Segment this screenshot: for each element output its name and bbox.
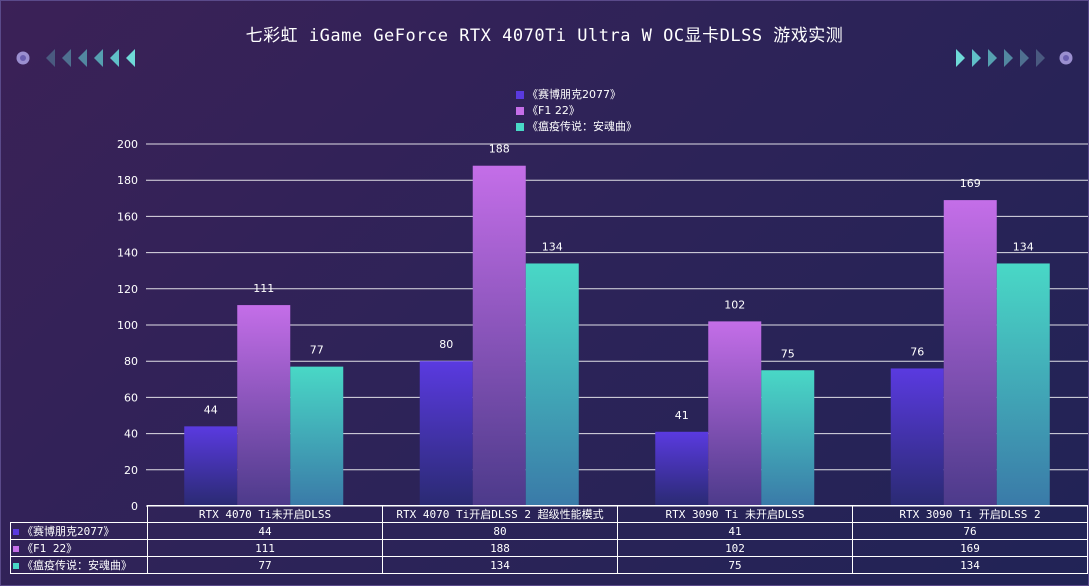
y-tick-label: 120 <box>117 283 138 296</box>
data-table-swatch <box>13 529 19 535</box>
data-table-header-row: RTX 4070 Ti未开启DLSS RTX 4070 Ti开启DLSS 2 超… <box>10 505 1088 523</box>
y-tick-label: 20 <box>124 464 138 477</box>
legend-label: 《赛博朋克2077》 <box>527 88 621 101</box>
legend-swatch <box>516 107 524 115</box>
data-table-cell: 111 <box>147 539 383 557</box>
data-table-cell: 41 <box>617 522 853 540</box>
data-table-row: 《赛博朋克2077》 44 80 41 76 <box>10 522 1088 540</box>
bar <box>184 426 238 506</box>
y-tick-label: 200 <box>117 138 138 151</box>
data-table-series-cell: 《赛博朋克2077》 <box>10 522 148 540</box>
bar-data-label: 169 <box>960 177 981 190</box>
data-table-row: 《F1 22》 111 188 102 169 <box>10 539 1088 557</box>
data-table-series-name: 《瘟疫传说：安魂曲》 <box>22 559 132 572</box>
bar-data-label: 134 <box>1013 240 1034 253</box>
right-arrows-icon <box>956 49 1073 67</box>
y-tick-label: 140 <box>117 247 138 260</box>
data-table-cell: 102 <box>617 539 853 557</box>
data-table-cell: 169 <box>852 539 1088 557</box>
data-table-corner <box>10 505 148 523</box>
data-table-swatch <box>13 546 19 552</box>
data-table-cell: 44 <box>147 522 383 540</box>
bar <box>290 366 344 506</box>
bar-data-label: 41 <box>675 409 689 422</box>
data-table-category: RTX 3090 Ti 未开启DLSS <box>617 505 853 523</box>
right-arrows-decoration <box>953 43 1078 73</box>
data-table-cell: 77 <box>147 556 383 574</box>
bar-data-label: 75 <box>781 347 795 360</box>
bar <box>655 431 709 506</box>
legend-item: 《F1 22》 <box>516 103 637 119</box>
legend-swatch <box>516 91 524 99</box>
bar <box>525 263 579 506</box>
bar-data-label: 44 <box>204 403 218 416</box>
left-arrows-icon <box>16 49 135 67</box>
y-tick-label: 160 <box>117 210 138 223</box>
data-table-category: RTX 4070 Ti未开启DLSS <box>147 505 383 523</box>
data-table-series-cell: 《F1 22》 <box>10 539 148 557</box>
bar-data-label: 76 <box>910 345 924 358</box>
bar-data-label: 102 <box>724 298 745 311</box>
legend-item: 《瘟疫传说：安魂曲》 <box>516 119 637 135</box>
bar-data-label: 188 <box>489 143 510 156</box>
bar <box>419 361 473 506</box>
data-table-row: 《瘟疫传说：安魂曲》 77 134 75 134 <box>10 556 1088 574</box>
bar <box>708 321 762 506</box>
bar <box>943 200 997 507</box>
y-tick-label: 60 <box>124 391 138 404</box>
bar <box>996 263 1050 506</box>
data-table-cell: 76 <box>852 522 1088 540</box>
legend-label: 《F1 22》 <box>527 104 580 117</box>
legend-label: 《瘟疫传说：安魂曲》 <box>527 120 637 133</box>
data-table-series-name: 《赛博朋克2077》 <box>22 525 115 538</box>
data-table-series-cell: 《瘟疫传说：安魂曲》 <box>10 556 148 574</box>
data-table-cell: 188 <box>382 539 618 557</box>
y-tick-label: 40 <box>124 428 138 441</box>
bar <box>237 305 291 506</box>
bar-data-label: 111 <box>253 282 274 295</box>
data-table-category: RTX 3090 Ti 开启DLSS 2 <box>852 505 1088 523</box>
left-arrows-decoration <box>13 43 138 73</box>
bar <box>472 165 526 506</box>
legend: 《赛博朋克2077》 《F1 22》 《瘟疫传说：安魂曲》 <box>516 87 637 135</box>
bar-data-label: 77 <box>310 344 324 357</box>
data-table-cell: 75 <box>617 556 853 574</box>
legend-item: 《赛博朋克2077》 <box>516 87 637 103</box>
y-tick-label: 180 <box>117 174 138 187</box>
y-tick-label: 100 <box>117 319 138 332</box>
data-table-cell: 134 <box>852 556 1088 574</box>
data-table-swatch <box>13 563 19 569</box>
bar-data-label: 134 <box>542 240 563 253</box>
data-table-category: RTX 4070 Ti开启DLSS 2 超级性能模式 <box>382 505 618 523</box>
bar-data-label: 80 <box>439 338 453 351</box>
data-table-series-name: 《F1 22》 <box>22 542 78 555</box>
bar <box>761 370 815 506</box>
data-table-cell: 134 <box>382 556 618 574</box>
chart-title: 七彩虹 iGame GeForce RTX 4070Ti Ultra W OC显… <box>245 26 844 46</box>
data-table-cell: 80 <box>382 522 618 540</box>
bar <box>890 368 944 506</box>
legend-swatch <box>516 123 524 131</box>
y-tick-label: 80 <box>124 355 138 368</box>
data-table: RTX 4070 Ti未开启DLSS RTX 4070 Ti开启DLSS 2 超… <box>10 505 1088 574</box>
